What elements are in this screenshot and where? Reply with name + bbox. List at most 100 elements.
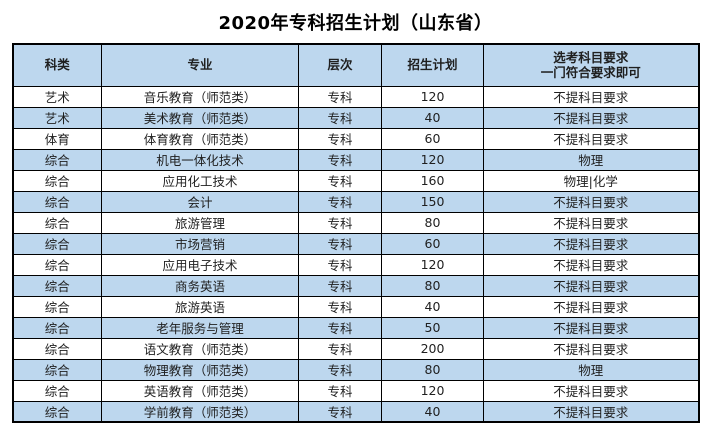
category-cell: 综合 [12, 211, 102, 234]
enrollment-table: 科类 专业 层次 招生计划 选考科目要求 一门符合要求即可 艺术 音乐教育（师范… [11, 43, 700, 423]
table-row: 综合 市场营销 专科 60 不提科目要求 [12, 232, 699, 255]
level-cell: 专科 [298, 85, 382, 108]
level-cell: 专科 [298, 337, 382, 360]
table-row: 综合 应用化工技术 专科 160 物理|化学 [12, 169, 699, 192]
major-cell: 会计 [101, 190, 299, 213]
level-cell: 专科 [298, 379, 382, 402]
requirement-cell: 不提科目要求 [483, 127, 699, 150]
plan-cell: 160 [381, 169, 484, 192]
table-row: 综合 物理教育（师范类） 专科 80 物理 [12, 358, 699, 381]
category-cell: 艺术 [12, 106, 102, 129]
category-cell: 综合 [12, 295, 102, 318]
requirement-cell: 不提科目要求 [483, 316, 699, 339]
table-row: 综合 旅游管理 专科 80 不提科目要求 [12, 211, 699, 234]
table-row: 综合 旅游英语 专科 40 不提科目要求 [12, 295, 699, 318]
level-cell: 专科 [298, 253, 382, 276]
plan-cell: 60 [381, 127, 484, 150]
requirement-cell: 不提科目要求 [483, 274, 699, 297]
category-cell: 综合 [12, 379, 102, 402]
table-row: 综合 老年服务与管理 专科 50 不提科目要求 [12, 316, 699, 339]
requirement-cell: 不提科目要求 [483, 295, 699, 318]
plan-cell: 80 [381, 211, 484, 234]
level-cell: 专科 [298, 232, 382, 255]
major-cell: 学前教育（师范类） [101, 400, 299, 423]
plan-cell: 60 [381, 232, 484, 255]
table-body: 艺术 音乐教育（师范类） 专科 120 不提科目要求 艺术 美术教育（师范类） … [12, 85, 699, 423]
major-cell: 机电一体化技术 [101, 148, 299, 171]
plan-cell: 40 [381, 106, 484, 129]
category-cell: 综合 [12, 358, 102, 381]
major-cell: 旅游英语 [101, 295, 299, 318]
category-cell: 综合 [12, 232, 102, 255]
plan-cell: 80 [381, 274, 484, 297]
major-cell: 商务英语 [101, 274, 299, 297]
level-cell: 专科 [298, 190, 382, 213]
plan-cell: 40 [381, 295, 484, 318]
requirement-cell: 不提科目要求 [483, 232, 699, 255]
header-requirement: 选考科目要求 一门符合要求即可 [483, 43, 699, 87]
major-cell: 应用化工技术 [101, 169, 299, 192]
requirement-cell: 不提科目要求 [483, 85, 699, 108]
requirement-cell: 不提科目要求 [483, 106, 699, 129]
major-cell: 美术教育（师范类） [101, 106, 299, 129]
header-level: 层次 [298, 43, 382, 87]
plan-cell: 120 [381, 148, 484, 171]
header-requirement-line2: 一门符合要求即可 [540, 65, 641, 81]
table-header: 科类 专业 层次 招生计划 选考科目要求 一门符合要求即可 [12, 43, 699, 87]
category-cell: 综合 [12, 253, 102, 276]
requirement-cell: 物理|化学 [483, 169, 699, 192]
level-cell: 专科 [298, 274, 382, 297]
table-row: 综合 机电一体化技术 专科 120 物理 [12, 148, 699, 171]
requirement-cell: 不提科目要求 [483, 400, 699, 423]
category-cell: 艺术 [12, 85, 102, 108]
plan-cell: 40 [381, 400, 484, 423]
major-cell: 市场营销 [101, 232, 299, 255]
major-cell: 旅游管理 [101, 211, 299, 234]
category-cell: 综合 [12, 400, 102, 423]
plan-cell: 200 [381, 337, 484, 360]
level-cell: 专科 [298, 316, 382, 339]
major-cell: 体育教育（师范类） [101, 127, 299, 150]
requirement-cell: 物理 [483, 148, 699, 171]
table-row: 体育 体育教育（师范类） 专科 60 不提科目要求 [12, 127, 699, 150]
requirement-cell: 不提科目要求 [483, 253, 699, 276]
major-cell: 物理教育（师范类） [101, 358, 299, 381]
table-row: 综合 应用电子技术 专科 120 不提科目要求 [12, 253, 699, 276]
plan-cell: 120 [381, 253, 484, 276]
category-cell: 体育 [12, 127, 102, 150]
major-cell: 英语教育（师范类） [101, 379, 299, 402]
requirement-cell: 不提科目要求 [483, 337, 699, 360]
requirement-cell: 不提科目要求 [483, 211, 699, 234]
plan-cell: 50 [381, 316, 484, 339]
category-cell: 综合 [12, 169, 102, 192]
major-cell: 音乐教育（师范类） [101, 85, 299, 108]
plan-cell: 150 [381, 190, 484, 213]
category-cell: 综合 [12, 316, 102, 339]
level-cell: 专科 [298, 169, 382, 192]
level-cell: 专科 [298, 148, 382, 171]
table-row: 艺术 音乐教育（师范类） 专科 120 不提科目要求 [12, 85, 699, 108]
level-cell: 专科 [298, 358, 382, 381]
major-cell: 应用电子技术 [101, 253, 299, 276]
level-cell: 专科 [298, 400, 382, 423]
plan-cell: 120 [381, 379, 484, 402]
header-row: 科类 专业 层次 招生计划 选考科目要求 一门符合要求即可 [12, 43, 699, 87]
header-category: 科类 [12, 43, 102, 87]
header-plan: 招生计划 [381, 43, 484, 87]
plan-cell: 80 [381, 358, 484, 381]
header-requirement-line1: 选考科目要求 [553, 49, 629, 65]
table-row: 综合 会计 专科 150 不提科目要求 [12, 190, 699, 213]
category-cell: 综合 [12, 337, 102, 360]
table-row: 艺术 美术教育（师范类） 专科 40 不提科目要求 [12, 106, 699, 129]
header-major: 专业 [101, 43, 299, 87]
level-cell: 专科 [298, 106, 382, 129]
major-cell: 语文教育（师范类） [101, 337, 299, 360]
level-cell: 专科 [298, 127, 382, 150]
level-cell: 专科 [298, 211, 382, 234]
requirement-cell: 物理 [483, 358, 699, 381]
requirement-cell: 不提科目要求 [483, 379, 699, 402]
table-row: 综合 语文教育（师范类） 专科 200 不提科目要求 [12, 337, 699, 360]
table-row: 综合 学前教育（师范类） 专科 40 不提科目要求 [12, 400, 699, 423]
major-cell: 老年服务与管理 [101, 316, 299, 339]
